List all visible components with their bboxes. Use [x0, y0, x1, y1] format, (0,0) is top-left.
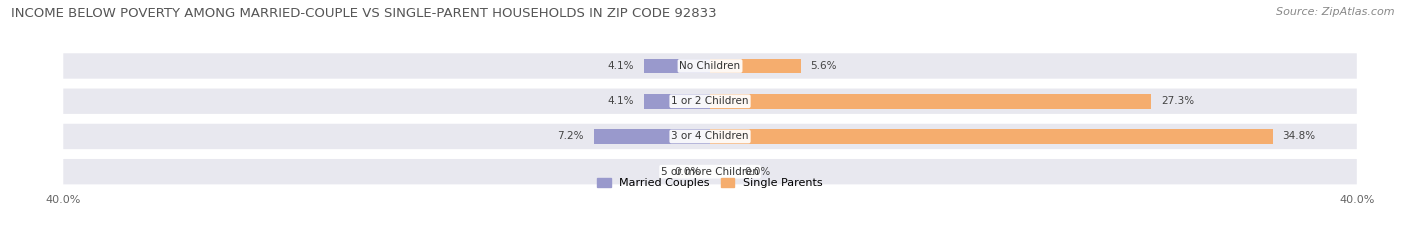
- Text: INCOME BELOW POVERTY AMONG MARRIED-COUPLE VS SINGLE-PARENT HOUSEHOLDS IN ZIP COD: INCOME BELOW POVERTY AMONG MARRIED-COUPL…: [11, 7, 717, 20]
- Bar: [710, 129, 1272, 144]
- Bar: [644, 94, 710, 109]
- Text: 34.8%: 34.8%: [1282, 131, 1316, 141]
- FancyBboxPatch shape: [63, 159, 710, 184]
- FancyBboxPatch shape: [63, 124, 710, 149]
- Text: 4.1%: 4.1%: [607, 61, 634, 71]
- FancyBboxPatch shape: [710, 159, 1357, 184]
- Bar: [593, 129, 710, 144]
- Text: 27.3%: 27.3%: [1161, 96, 1194, 106]
- Text: 0.0%: 0.0%: [673, 167, 700, 177]
- Text: 5.6%: 5.6%: [810, 61, 837, 71]
- FancyBboxPatch shape: [710, 89, 1357, 114]
- Text: 7.2%: 7.2%: [557, 131, 583, 141]
- FancyBboxPatch shape: [710, 53, 1357, 79]
- Legend: Married Couples, Single Parents: Married Couples, Single Parents: [598, 178, 823, 188]
- FancyBboxPatch shape: [63, 89, 710, 114]
- Text: 5 or more Children: 5 or more Children: [661, 167, 759, 177]
- Text: 0.0%: 0.0%: [744, 167, 770, 177]
- Text: 3 or 4 Children: 3 or 4 Children: [671, 131, 749, 141]
- FancyBboxPatch shape: [63, 53, 710, 79]
- Text: Source: ZipAtlas.com: Source: ZipAtlas.com: [1277, 7, 1395, 17]
- Bar: [710, 58, 800, 73]
- Text: 1 or 2 Children: 1 or 2 Children: [671, 96, 749, 106]
- FancyBboxPatch shape: [710, 124, 1357, 149]
- Bar: [710, 94, 1152, 109]
- Bar: [644, 58, 710, 73]
- Text: No Children: No Children: [679, 61, 741, 71]
- Text: 4.1%: 4.1%: [607, 96, 634, 106]
